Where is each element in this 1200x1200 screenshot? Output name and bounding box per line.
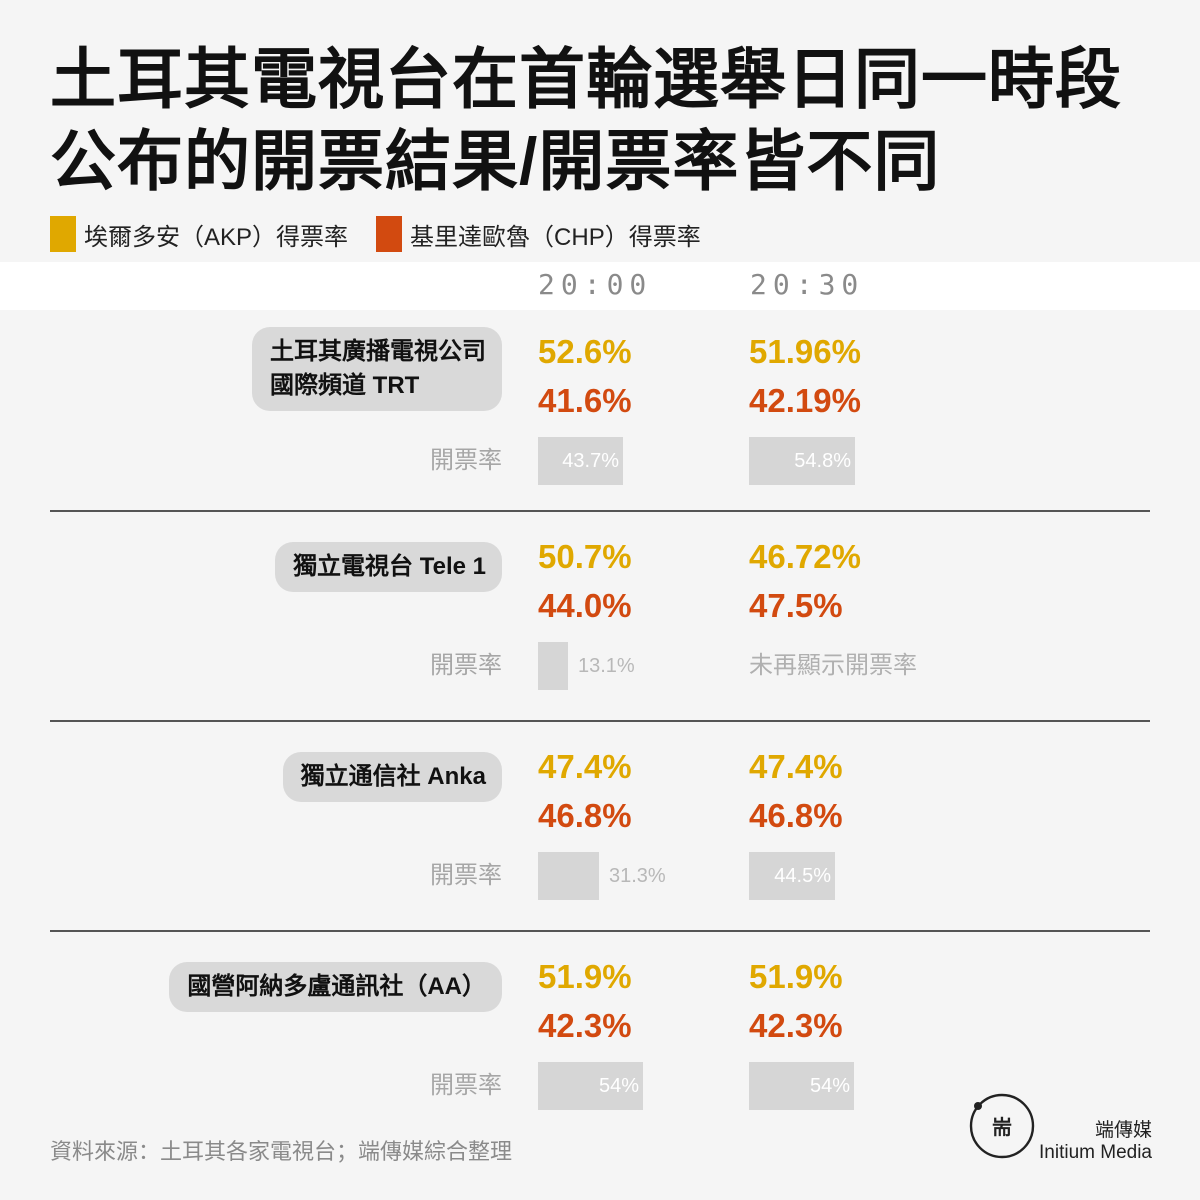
- legend: 埃爾多安（AKP）得票率 基里達歐魯（CHP）得票率: [50, 216, 729, 252]
- count-rate-bar: [749, 852, 835, 900]
- chp-share-value: 46.8%: [749, 797, 843, 834]
- chp-share-value: 42.3%: [538, 1007, 632, 1044]
- akp-share-value: 47.4%: [538, 748, 632, 785]
- brand-name-en: Initium Media: [1039, 1142, 1152, 1163]
- akp-share-value: 52.6%: [538, 333, 632, 370]
- source-name-line: 國營阿納多盧通訊社（AA）: [187, 973, 486, 1000]
- brand-name-zh: 端傳媒: [1094, 1120, 1152, 1141]
- title-line-1: 土耳其電視台在首輪選舉日同一時段: [50, 42, 1122, 116]
- count-rate-bar: [538, 852, 599, 900]
- source-name-line: 土耳其廣播電視公司: [270, 338, 486, 365]
- chp-share-value: 47.5%: [749, 587, 843, 624]
- akp-share-value: 50.7%: [538, 538, 632, 575]
- page-title: 土耳其電視台在首輪選舉日同一時段 公布的開票結果/開票率皆不同: [50, 38, 1160, 202]
- rate-label: 開票率: [430, 1072, 502, 1099]
- chp-share-value: 42.3%: [749, 1007, 843, 1044]
- akp-share-value: 47.4%: [749, 748, 843, 785]
- count-rate-bar: [749, 437, 855, 485]
- result-row: 獨立電視台 Tele 1 開票率 50.7% 44.0% 13.1% 46.72% 47.5…: [0, 520, 1200, 720]
- title-line-2: 公布的開票結果/開票率皆不同: [50, 124, 941, 198]
- time-label-2030: 20:30: [750, 268, 865, 301]
- akp-share-value: 51.9%: [538, 958, 632, 995]
- initium-logo-icon: 耑: [969, 1093, 1035, 1159]
- rate-label: 開票率: [430, 447, 502, 474]
- source-name-pill: 國營阿納多盧通訊社（AA）: [169, 962, 502, 1012]
- chp-share-value: 41.6%: [538, 382, 632, 419]
- legend-label-chp: 基里達歐魯（CHP）得票率: [410, 223, 701, 251]
- time-label-2000: 20:00: [538, 268, 653, 301]
- source-note: 資料來源：土耳其各家電視台；端傳媒綜合整理: [50, 1139, 513, 1164]
- count-rate-label: 54.8%: [794, 450, 851, 472]
- legend-swatch-akp: [50, 216, 76, 252]
- count-rate-bar: [538, 437, 623, 485]
- rate-label: 開票率: [430, 862, 502, 889]
- chp-share-value: 46.8%: [538, 797, 632, 834]
- chp-share-value: 42.19%: [749, 382, 861, 419]
- svg-text:耑: 耑: [992, 1115, 1012, 1139]
- time-header-bar: [0, 262, 1200, 310]
- source-name-line: 國際頻道 TRT: [270, 372, 420, 399]
- count-rate-bar: [538, 1062, 643, 1110]
- count-rate-bar: [749, 1062, 854, 1110]
- akp-share-value: 46.72%: [749, 538, 861, 575]
- legend-item-chp: 基里達歐魯（CHP）得票率: [376, 216, 701, 252]
- rate-label: 開票率: [430, 652, 502, 679]
- akp-share-value: 51.9%: [749, 958, 843, 995]
- result-row: 獨立通信社 Anka 開票率 47.4% 46.8% 31.3% 47.4% 46.8% 44…: [0, 730, 1200, 930]
- source-name-pill: 獨立通信社 Anka: [282, 752, 502, 802]
- section-divider: [50, 510, 1150, 512]
- result-row: 國營阿納多盧通訊社（AA） 開票率 51.9% 42.3% 54% 51.9% 42.3% 5…: [0, 940, 1200, 1140]
- count-rate-label: 31.3%: [609, 865, 666, 887]
- count-rate-bar: [538, 642, 568, 690]
- source-name-pill: 獨立電視台 Tele 1: [275, 542, 502, 592]
- legend-swatch-chp: [376, 216, 403, 252]
- count-rate-label: 13.1%: [578, 655, 635, 677]
- count-rate-label: 54%: [809, 1075, 850, 1097]
- legend-item-akp: 埃爾多安（AKP）得票率: [50, 216, 348, 252]
- rate-not-shown-note: 未再顯示開票率: [749, 652, 917, 679]
- result-row: 土耳其廣播電視公司 國際頻道 TRT 開票率 52.6% 41.6% 43.7% 51.96…: [0, 315, 1200, 515]
- section-divider: [50, 720, 1150, 722]
- legend-label-akp: 埃爾多安（AKP）得票率: [84, 223, 349, 251]
- source-name-line: 獨立電視台 Tele 1: [293, 553, 486, 580]
- count-rate-label: 54%: [598, 1075, 639, 1097]
- count-rate-label: 43.7%: [562, 450, 619, 472]
- source-name-pill: 土耳其廣播電視公司 國際頻道 TRT: [252, 327, 502, 411]
- source-name-line: 獨立通信社 Anka: [300, 763, 486, 790]
- akp-share-value: 51.96%: [749, 333, 861, 370]
- chp-share-value: 44.0%: [538, 587, 632, 624]
- count-rate-label: 44.5%: [774, 865, 831, 887]
- section-divider: [50, 930, 1150, 932]
